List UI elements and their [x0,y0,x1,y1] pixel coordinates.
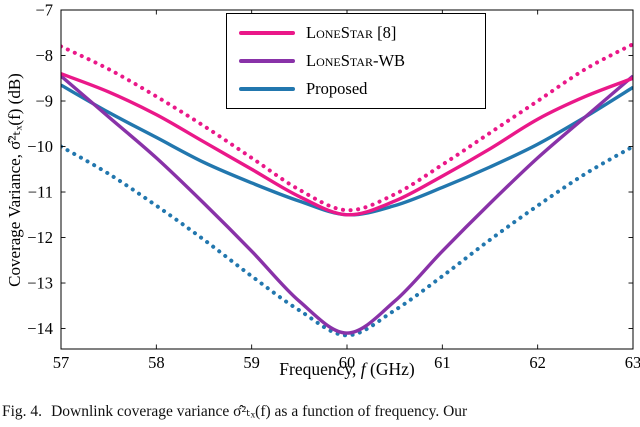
legend-line-swatch [239,87,295,91]
legend-item: LoneStar-WB [239,47,473,75]
x-tick-label: 60 [339,353,356,372]
legend-label: LoneStar [8] [306,23,397,42]
x-tick-label: 63 [625,353,640,372]
legend-line-swatch [239,59,295,63]
x-axis-label-prefix: Frequency, [279,359,361,379]
y-tick-label: −8 [35,46,53,65]
y-tick-label: −11 [28,183,53,202]
x-axis-label-suffix: (GHz) [365,359,415,379]
legend-label: LoneStar-WB [306,51,406,70]
series-group [61,42,633,338]
y-axis-label: Coverage Variance, σ̂²ₜₓ(f) (dB) [5,73,25,287]
x-tick-label: 58 [148,353,165,372]
series-lonestar-wb [61,74,633,335]
legend-line-swatch [239,31,295,35]
caption-label: Fig. 4. [2,403,43,420]
series-lonestar-dotted [61,42,633,213]
x-axis-label: Frequency, f (GHz) [61,359,633,380]
legend-label: Proposed [306,79,368,98]
legend: LoneStar [8] LoneStar-WB Proposed [226,13,486,109]
y-tick-label: −13 [27,274,53,293]
x-tick-label: 61 [434,353,451,372]
legend-item: LoneStar [8] [239,19,473,47]
y-axis-label-text: Coverage Variance, σ̂²ₜₓ(f) (dB) [5,73,24,287]
y-tick-label: −7 [35,1,53,20]
series-lonestar [61,72,633,217]
series-proposed-dotted [61,144,633,338]
y-tick-label: −10 [27,137,53,156]
x-tick-label: 59 [243,353,260,372]
axes-box [60,9,634,350]
x-tick-label: 57 [53,353,70,372]
y-tick-label: −12 [27,228,53,247]
x-tick-label: 62 [529,353,546,372]
y-tick-label: −14 [27,319,53,338]
legend-item: Proposed [239,75,473,103]
y-tick-label: −9 [35,92,53,111]
figure-caption: Fig. 4. Downlink coverage variance σ̂²ₜₓ(… [2,402,638,421]
x-axis-label-variable: f [360,359,366,379]
caption-text: Downlink coverage variance σ̂²ₜₓ(f) as a… [51,403,468,420]
